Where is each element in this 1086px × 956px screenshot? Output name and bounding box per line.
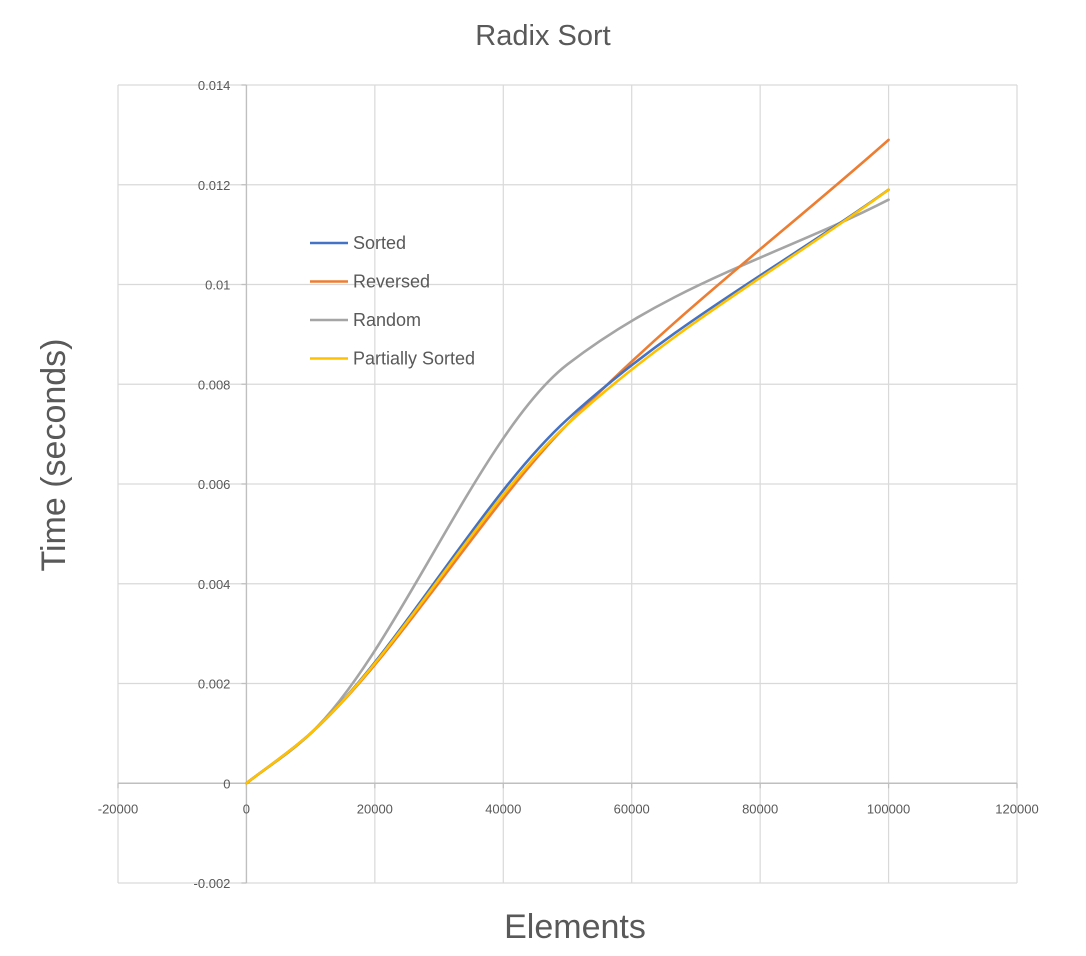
- series-line-reversed: [245, 138, 890, 785]
- x-tick-label: 20000: [357, 801, 393, 816]
- legend-label: Reversed: [353, 272, 430, 292]
- series-lines: [245, 138, 890, 785]
- axes: [117, 84, 1018, 884]
- legend: Sorted Reversed Random Partially Sorted: [310, 233, 475, 369]
- x-tick-label: -20000: [98, 801, 138, 816]
- legend-label: Partially Sorted: [353, 349, 475, 369]
- y-tick-label: 0.008: [198, 377, 231, 392]
- x-tick-label: 100000: [867, 801, 910, 816]
- x-tick-label: 60000: [614, 801, 650, 816]
- y-tick-label: 0.006: [198, 477, 231, 492]
- x-tick-label: 80000: [742, 801, 778, 816]
- x-axis-title: Elements: [504, 908, 646, 946]
- series-line-partially-sorted: [245, 188, 890, 785]
- x-tick-label: 120000: [995, 801, 1038, 816]
- legend-label: Sorted: [353, 233, 406, 253]
- legend-label: Random: [353, 310, 421, 330]
- series-line-sorted: [245, 188, 890, 785]
- y-tick-label: 0.002: [198, 677, 231, 692]
- y-tick-label: 0.01: [205, 278, 230, 293]
- y-tick-label: 0: [223, 776, 230, 791]
- series-line-random: [245, 198, 890, 785]
- y-tick-label: -0.002: [194, 876, 231, 891]
- y-tick-label: 0.014: [198, 78, 231, 93]
- y-axis-title: Time (seconds): [35, 338, 73, 571]
- y-tick-label: 0.004: [198, 577, 231, 592]
- x-tick-label: 0: [243, 801, 250, 816]
- tick-labels: -20000 0 20000 40000 60000 80000 100000 120000 -…: [98, 78, 1039, 891]
- x-tick-label: 40000: [485, 801, 521, 816]
- chart-title: Radix Sort: [475, 20, 610, 52]
- grid: [117, 84, 1018, 884]
- y-tick-label: 0.012: [198, 178, 231, 193]
